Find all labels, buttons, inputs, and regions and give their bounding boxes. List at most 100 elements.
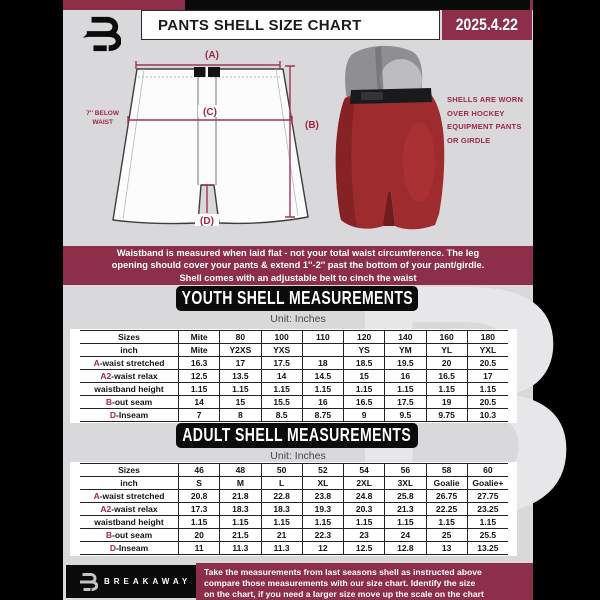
shell-belt-buckle <box>361 92 383 100</box>
table-row: Sizes Mite 80 100 110 120 140 160 180 <box>80 331 508 344</box>
table-row: D -Inseam 11 11.3 11.3 12 12.5 12.8 13 13.25 <box>80 542 508 555</box>
table-cell: 13.25 <box>466 542 508 554</box>
table-cell: 19.3 <box>301 503 343 515</box>
logo-serif <box>83 34 89 38</box>
table-row: A -waist stretched 20.8 21.8 22.8 23.8 24.8 25.… <box>80 490 508 503</box>
table-cell: 21.8 <box>219 490 260 502</box>
shell-highlight <box>403 122 435 202</box>
table-cell: 19.5 <box>384 357 425 369</box>
table-cell: 1.15 <box>466 383 508 395</box>
table-cell: 56 <box>384 464 425 476</box>
table-cell: 1.15 <box>384 516 425 528</box>
table-cell: 14.5 <box>301 370 343 382</box>
table-cell: 25 <box>425 529 467 541</box>
row-label: inch <box>120 345 138 355</box>
table-cell: 9 <box>343 409 384 421</box>
table-cell: 1.15 <box>301 516 343 528</box>
table-cell: 1.15 <box>466 516 508 528</box>
table-cell: 14 <box>260 370 302 382</box>
table-cell: 58 <box>425 464 467 476</box>
table-cell: 1.15 <box>178 516 219 528</box>
page-title-box: PANTS SHELL SIZE CHART <box>141 10 440 40</box>
table-cell: 12.5 <box>178 370 219 382</box>
date-badge: 2025.4.22 <box>442 10 532 40</box>
table-row: waistband height 1.15 1.15 1.15 1.15 1.15 1.15… <box>80 383 508 396</box>
footer-note-line: on the chart, if you need a larger size … <box>204 588 484 599</box>
brand-name: BREAKAWAY <box>104 577 192 586</box>
table-cell: 20.5 <box>466 396 508 408</box>
table-cell: 9.5 <box>384 409 425 421</box>
label-c: (C) <box>203 107 217 118</box>
table-cell: 1.15 <box>178 383 219 395</box>
table-cell: 1.15 <box>425 516 467 528</box>
table-cell: S <box>178 477 219 489</box>
table-cell: 19 <box>425 396 467 408</box>
table-cell: 10.3 <box>466 409 508 421</box>
table-cell: 48 <box>219 464 260 476</box>
table-cell: M <box>219 477 260 489</box>
top-strip-maroon <box>63 0 185 10</box>
table-cell: 140 <box>384 331 425 343</box>
label-d: (D) <box>200 216 214 227</box>
table-cell <box>301 344 343 356</box>
table-cell: Goalie+ <box>466 477 508 489</box>
table-cell: 8 <box>219 409 260 421</box>
table-cell: 1.15 <box>425 383 467 395</box>
row-label: A -waist stretched <box>93 358 165 368</box>
table-cell: 1.15 <box>219 383 260 395</box>
table-cell: 8.75 <box>301 409 343 421</box>
adult-section-header: ADULT SHELL MEASUREMENTS <box>176 423 418 448</box>
footer-brand-bar: BREAKAWAY <box>66 565 196 598</box>
table-cell: 12.5 <box>343 542 384 554</box>
table-cell: 12 <box>301 542 343 554</box>
table-cell: 50 <box>260 464 302 476</box>
belt-buckle-gap <box>205 67 208 77</box>
table-cell: 13 <box>425 542 467 554</box>
table-cell: YS <box>343 344 384 356</box>
table-cell: 16 <box>301 396 343 408</box>
table-cell: XL <box>301 477 343 489</box>
label-a: (A) <box>205 50 219 61</box>
table-cell: 22.25 <box>425 503 467 515</box>
table-cell: 46 <box>178 464 219 476</box>
table-cell: 15 <box>219 396 260 408</box>
table-cell: Mite <box>178 344 219 356</box>
table-row: waistband height 1.15 1.15 1.15 1.15 1.15 1.15… <box>80 516 508 529</box>
measurement-notice-band: Waistband is measured when laid flat - n… <box>63 246 533 285</box>
pants-measurement-diagram: (A) (B) (C) (D) 7'' BELOW WAIST <box>86 50 319 227</box>
notice-line: opening should cover your pants & extend… <box>111 260 485 271</box>
table-cell: 54 <box>343 464 384 476</box>
table-cell: 20 <box>425 357 467 369</box>
measure-line-d <box>203 184 211 213</box>
table-cell: 1.15 <box>343 383 384 395</box>
table-cell: 1.15 <box>301 383 343 395</box>
table-cell: 100 <box>260 331 302 343</box>
table-cell: 21.5 <box>219 529 260 541</box>
table-cell: 25.8 <box>384 490 425 502</box>
table-cell: YXS <box>260 344 302 356</box>
table-cell: 3XL <box>384 477 425 489</box>
table-cell: 80 <box>219 331 260 343</box>
table-cell: 18 <box>301 357 343 369</box>
table-cell: 20.5 <box>466 357 508 369</box>
table-cell: 1.15 <box>343 516 384 528</box>
table-cell: 8.5 <box>260 409 302 421</box>
row-label: Sizes <box>118 332 140 342</box>
table-row: A -waist stretched 16.3 17 17.5 18 18.5 19.5 20 2… <box>80 357 508 370</box>
content-area: PANTS SHELL SIZE CHART 2025.4.22 (A) (B) <box>63 0 581 600</box>
fly-panel-lines <box>197 77 217 185</box>
table-cell: Goalie <box>425 477 467 489</box>
table-cell: 9.75 <box>425 409 467 421</box>
notice-line: Waistband is measured when laid flat - n… <box>116 247 480 258</box>
table-row: inch Mite Y2XS YXS YS YM YL YXL <box>80 344 508 357</box>
table-cell: 1.15 <box>384 383 425 395</box>
table-cell: 60 <box>466 464 508 476</box>
table-cell: 12.8 <box>384 542 425 554</box>
table-cell: 22.8 <box>260 490 302 502</box>
table-row: D -Inseam 7 8 8.5 8.75 9 9.5 9.75 10.3 <box>80 409 508 422</box>
row-label: waistband height <box>94 384 164 394</box>
table-row: A2 -waist relax 17.3 18.3 18.3 19.3 20.3 21.3 22… <box>80 503 508 516</box>
table-cell: 18.3 <box>260 503 302 515</box>
top-strip-black <box>185 0 530 10</box>
